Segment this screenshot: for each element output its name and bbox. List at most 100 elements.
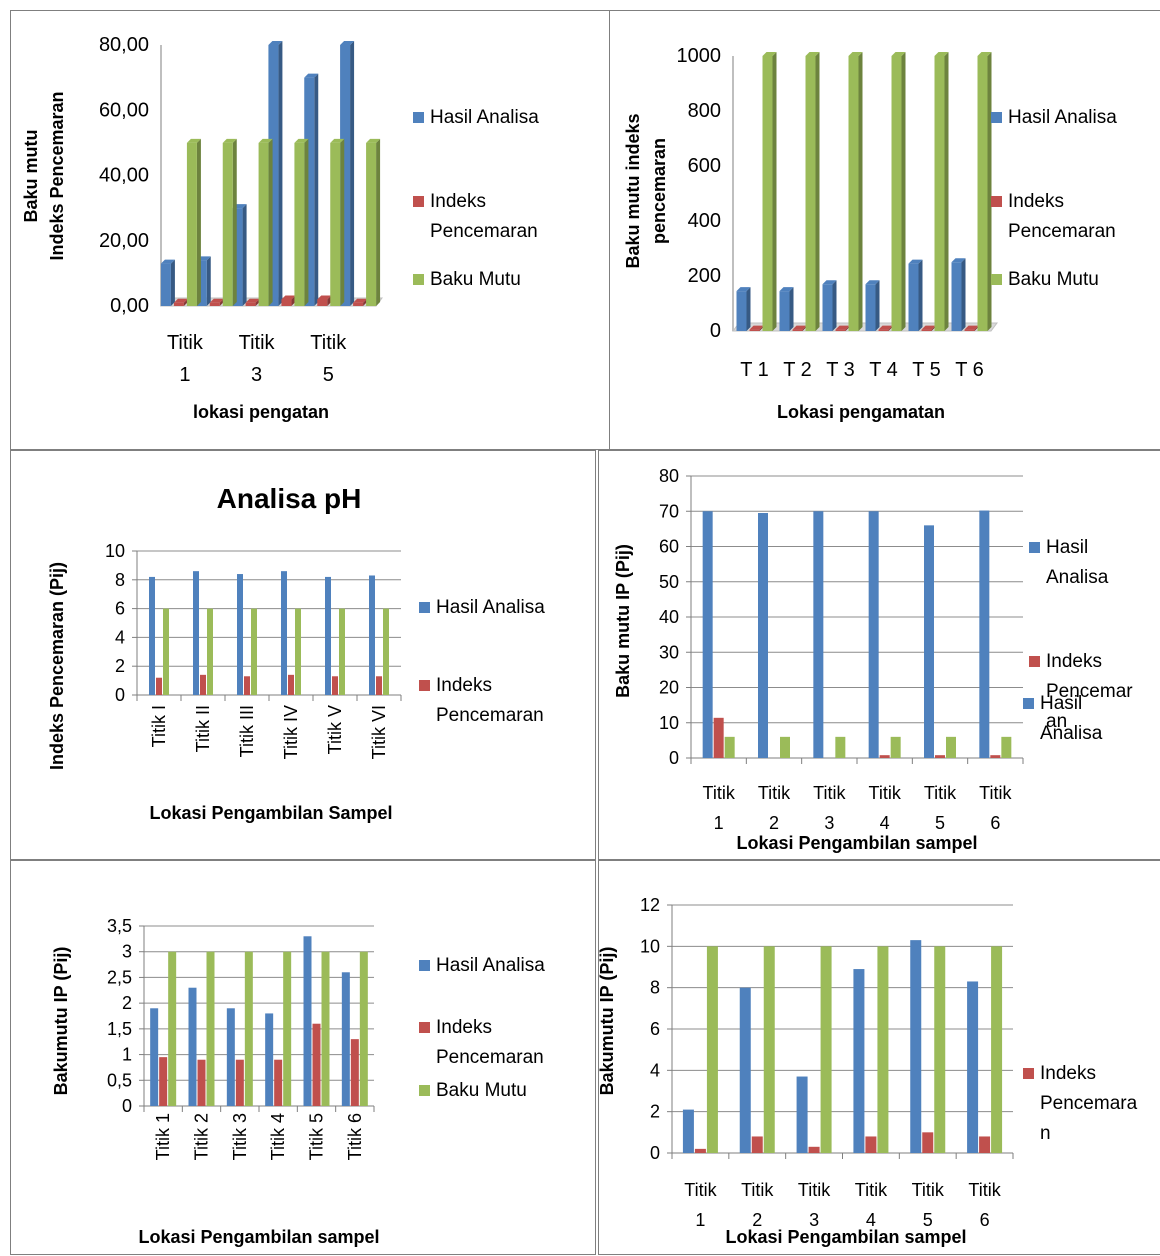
- bar-series-3: [877, 946, 889, 1153]
- x-tick-label: Titik 2: [741, 1180, 774, 1230]
- y-tick-label: 40,00: [99, 165, 149, 187]
- chart-panel-2: 0 200 400 600 800 1000 T 1 T 2 T 3 T 4 T 5 T 6 Lokas…: [609, 10, 1160, 450]
- bar-series-2: [209, 302, 220, 306]
- legend-label: Hasil Analisa: [1046, 537, 1109, 588]
- bar-side-1: [875, 280, 880, 331]
- bar-series-1: [341, 972, 350, 1106]
- bar-top-3: [891, 52, 906, 56]
- bar-top-2: [209, 298, 224, 303]
- bar-series-3: [295, 608, 301, 695]
- y-tick-label: 60,00: [99, 99, 149, 121]
- chart-panel-5: 0 0,5 1 1,5 2 2,5 3 3,5 Titik 1 Titik 2 Titik 3 Tit…: [10, 860, 596, 1255]
- bar-top-1: [736, 287, 751, 292]
- x-tick-label: Titik III: [237, 705, 257, 757]
- x-axis-label: Lokasi pengamatan: [777, 402, 945, 422]
- chart-4-svg: 0 10 20 30 40 50 60 70 80 Titik 1 Titik 2 Titik 3 Titik…: [613, 466, 1133, 853]
- bar-series-1: [813, 511, 824, 758]
- bar-series-1: [865, 284, 876, 331]
- legend-swatch-3: [991, 274, 1002, 285]
- y-tick-label: 12: [640, 895, 660, 915]
- bar-series-1: [853, 969, 865, 1153]
- bar-top-2: [245, 298, 260, 303]
- x-tick-label: Titik 1: [703, 783, 736, 833]
- bar-series-1: [967, 981, 979, 1153]
- legend-swatch-2: [991, 196, 1002, 207]
- bar-series-2: [865, 1136, 877, 1153]
- bar-series-3: [780, 736, 790, 758]
- y-tick-label: 50: [659, 572, 679, 592]
- bar-series-3: [206, 951, 215, 1106]
- bar-series-3: [762, 56, 773, 331]
- x-tick-label: Titik 4: [855, 1180, 888, 1230]
- bar-series-1: [924, 525, 934, 758]
- bar-series-2: [159, 1057, 168, 1106]
- bar-series-3: [820, 946, 832, 1153]
- y-tick-label: 60: [659, 537, 679, 557]
- chart-5-layer: 0 0,5 1 1,5 2 2,5 3 3,5 Titik 1 Titik 2 Titik 3 Tit…: [51, 916, 545, 1247]
- x-axis-label: lokasi pengatan: [193, 402, 329, 422]
- y-tick-label: 30: [659, 642, 679, 662]
- legend-swatch-3: [419, 1085, 430, 1096]
- bar-series-2: [878, 329, 889, 331]
- bar-series-3: [359, 951, 368, 1106]
- bar-series-2: [979, 1136, 991, 1153]
- bar-series-2: [792, 329, 803, 331]
- bar-series-3: [339, 608, 345, 695]
- bar-series-2: [922, 1132, 934, 1153]
- bar-series-1: [868, 511, 879, 758]
- x-tick-label: Titik 6: [345, 1113, 365, 1160]
- y-tick-label: 4: [650, 1060, 660, 1080]
- bar-series-3: [251, 608, 257, 695]
- x-tick-label: Titik 2: [192, 1113, 212, 1160]
- bar-series-1: [779, 291, 790, 331]
- y-tick-label: 80: [659, 466, 679, 486]
- bar-series-3: [207, 608, 213, 695]
- bar-series-2: [350, 1039, 359, 1106]
- x-tick-label: T 3: [826, 359, 855, 381]
- bar-top-1: [268, 41, 283, 45]
- bar-series-2: [332, 676, 338, 695]
- bar-top-3: [805, 52, 820, 56]
- y-axis-label: Baku mutu Indeks Pencemaran: [21, 91, 67, 260]
- bar-series-3: [163, 608, 169, 695]
- bar-series-1: [736, 291, 747, 331]
- y-tick-label: 80,00: [99, 34, 149, 56]
- x-tick-label: Titik 1: [684, 1180, 717, 1230]
- x-axis-label: Lokasi Pengambilan sampel: [725, 1227, 966, 1247]
- x-tick-label: Titik 5: [310, 332, 347, 386]
- legend-swatch-2: [1029, 656, 1040, 667]
- bar-top-2: [353, 298, 368, 303]
- bar-series-2: [281, 299, 292, 306]
- bar-series-1: [951, 262, 962, 331]
- chart-6-layer: 0 2 4 6 8 10 12 Titik 1 Titik 2 Titik 3 Titik 4 Titik 5 T…: [597, 693, 1138, 1247]
- bar-series-1: [237, 574, 243, 695]
- bar-side-1: [278, 41, 283, 306]
- y-tick-label: 1: [122, 1045, 132, 1065]
- x-tick-label: Titik 6: [979, 783, 1012, 833]
- y-axis-label: Indeks Pencemaran (Pij): [47, 562, 67, 770]
- chart-1-layer: 0,00 20,00 40,00 60,00 80,00 Titik 1 Titik 3 Titi…: [21, 34, 539, 422]
- y-tick-label: 70: [659, 501, 679, 521]
- bar-series-3: [835, 736, 846, 758]
- x-tick-label: Titik 5: [924, 783, 957, 833]
- bar-top-1: [779, 287, 794, 292]
- bar-series-1: [281, 571, 287, 695]
- x-tick-label: Titik 2: [758, 783, 791, 833]
- bar-side-3: [340, 138, 345, 306]
- bar-top-1: [340, 41, 355, 45]
- bar-series-3: [258, 142, 269, 306]
- bar-series-3: [244, 951, 253, 1106]
- bar-series-2: [200, 674, 206, 695]
- bar-series-2: [713, 717, 724, 758]
- chart-3-svg: 0 2 4 6 8 10 Titik I Titik II Titik III Titik IV T…: [47, 483, 545, 823]
- legend-swatch-2: [419, 680, 430, 691]
- bar-side-1: [206, 256, 211, 306]
- bar-side-1: [832, 280, 837, 331]
- legend-label: Baku Mutu: [430, 269, 521, 290]
- y-tick-label: 40: [659, 607, 679, 627]
- y-tick-label: 10: [640, 936, 660, 956]
